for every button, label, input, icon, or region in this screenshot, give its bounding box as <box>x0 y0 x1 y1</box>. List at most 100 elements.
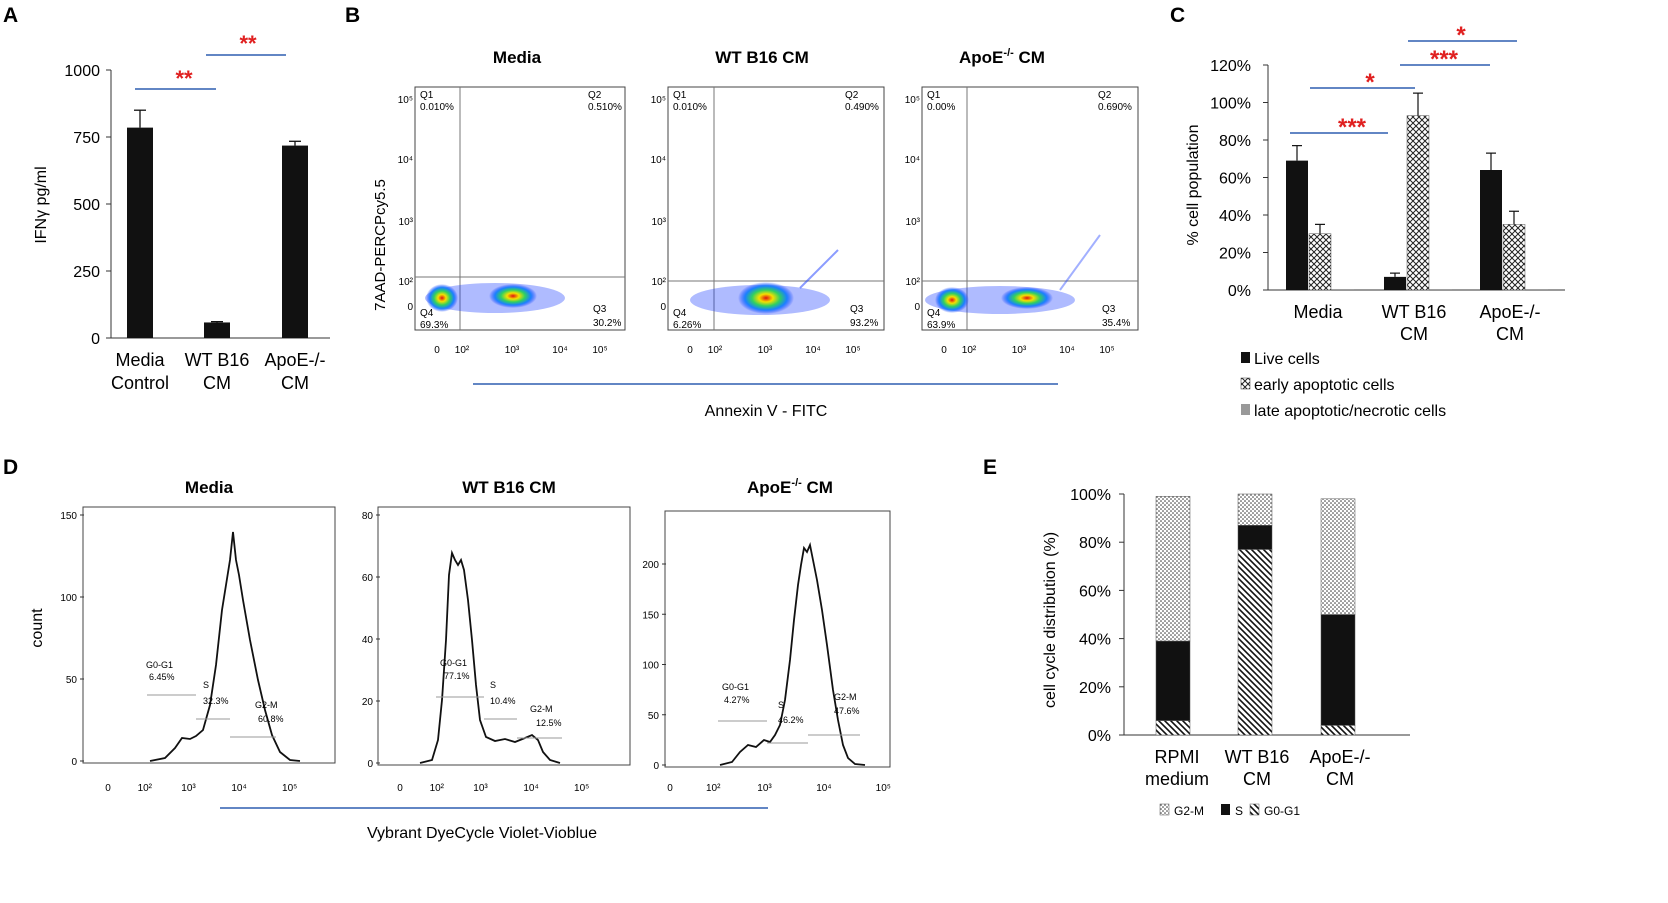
x-tick-label: 10⁵ <box>592 345 607 356</box>
bar-live <box>1480 170 1502 290</box>
legend-swatch-live <box>1241 352 1250 363</box>
q3-label: Q3 <box>850 304 864 315</box>
x-tick-label: 0 <box>687 345 693 356</box>
scatter-cloud <box>925 234 1101 314</box>
sig-stars: *** <box>1338 114 1367 141</box>
q2-label: Q2 <box>1098 90 1112 101</box>
s-label: S <box>778 700 784 710</box>
y-tick-label: 100 <box>60 593 77 604</box>
stack-s <box>1155 640 1191 721</box>
x-tick-label: 10³ <box>473 783 488 794</box>
q3-label: Q3 <box>593 304 607 315</box>
y-tick-label: 0 <box>407 302 413 313</box>
bar-late-apoptotic <box>1526 289 1548 290</box>
y-tick-label: 10² <box>652 277 667 288</box>
y-tick-label: 10² <box>906 277 921 288</box>
plot-frame <box>414 86 626 331</box>
panel-label-b: B <box>345 4 360 27</box>
x-tick-label: 10⁴ <box>552 345 567 356</box>
y-ticks: 200 150 100 50 0 <box>642 560 666 772</box>
q4-value: 6.26% <box>673 320 701 331</box>
stack-g0-g1 <box>1320 725 1356 736</box>
x-tick-label: 10⁵ <box>282 783 297 794</box>
y-tick-label: 10⁴ <box>398 155 413 166</box>
x-tick-label: 10⁴ <box>1059 345 1074 356</box>
sig-stars: ** <box>175 66 193 91</box>
bar-media-control <box>127 127 153 339</box>
panel-label-d: D <box>3 456 18 479</box>
y-tick-label: 10² <box>399 277 414 288</box>
x-tick-label: 10³ <box>758 345 773 356</box>
q1-value: 0.010% <box>420 102 454 113</box>
y-tick-label: 1000 <box>64 63 100 80</box>
significance-c: *** * *** * <box>1290 22 1517 141</box>
title-sup: -/- <box>791 477 802 489</box>
panel-e: E cell cycle distribution (%) 0% 20% 40% 60… <box>983 456 1410 818</box>
bar-early-apoptotic <box>1308 233 1332 291</box>
bars-e <box>1155 493 1356 736</box>
y-tick-label: 150 <box>642 610 659 621</box>
legend-label: Live cells <box>1254 351 1320 368</box>
q2-value: 0.510% <box>588 102 622 113</box>
category-label: Control <box>111 373 169 393</box>
q4-label: Q4 <box>420 308 434 319</box>
x-tick-label: 10⁵ <box>876 783 891 794</box>
y-tick-label: 0 <box>91 331 100 348</box>
y-tick-label: 10³ <box>906 217 921 228</box>
y-tick-label: 50 <box>66 675 78 686</box>
legend-label: early apoptotic cells <box>1254 377 1395 394</box>
x-category-labels-e: RPMI medium WT B16 CM ApoE-/- CM <box>1145 747 1371 789</box>
g0g1-label: G0-G1 <box>440 658 467 668</box>
y-tick-label: 750 <box>73 130 100 147</box>
x-tick-label: 10² <box>708 345 723 356</box>
category-label: medium <box>1145 769 1209 789</box>
plot-title: Media <box>493 48 542 67</box>
bars-a <box>127 109 308 339</box>
legend-swatch-s <box>1221 804 1230 815</box>
title-main: ApoE <box>747 478 791 497</box>
y-tick-label: 60 <box>362 573 374 584</box>
s-label: S <box>490 680 496 690</box>
y-tick-label: 0 <box>914 302 920 313</box>
x-ticks: 0 10² 10³ 10⁴ 10⁵ <box>397 783 589 794</box>
y-tick-label: 10³ <box>652 217 667 228</box>
y-tick-label: 0% <box>1088 728 1111 745</box>
q3-value: 35.4% <box>1102 318 1130 329</box>
g0g1-value: 77.1% <box>444 671 470 681</box>
y-tick-label: 80 <box>362 511 374 522</box>
category-label: CM <box>281 373 309 393</box>
y-ticks-c: 0% 20% 40% 60% 80% 100% 120% <box>1210 58 1268 300</box>
y-axis-label-c: % cell population <box>1185 125 1202 246</box>
y-tick-label: 40 <box>362 635 374 646</box>
q4-value: 63.9% <box>927 320 955 331</box>
g2m-value: 12.5% <box>536 718 562 728</box>
stack-g2-m <box>1237 493 1273 526</box>
x-axis-label-b: Annexin V - FITC <box>705 403 828 420</box>
q3-value: 93.2% <box>850 318 878 329</box>
sig-stars: * <box>1365 69 1375 96</box>
y-ticks: 10⁵ 10⁴ 10³ 10² 0 <box>398 95 414 313</box>
plot-frame <box>377 506 631 766</box>
flow-plot-media: Media Q1 0.010% Q2 0.510% Q3 30.2% Q4 69… <box>398 48 626 356</box>
y-tick-label: 10⁴ <box>905 155 920 166</box>
x-category-labels-c: Media WT B16 CM ApoE-/- CM <box>1293 302 1540 344</box>
bar-live <box>1384 276 1406 290</box>
s-value: 10.4% <box>490 696 516 706</box>
stack-g2-m <box>1155 496 1191 642</box>
q3-label: Q3 <box>1102 304 1116 315</box>
s-value: 32.3% <box>203 696 229 706</box>
gate-markers <box>436 696 562 739</box>
x-tick-label: 10³ <box>181 783 196 794</box>
x-tick-label: 0 <box>105 783 111 794</box>
bar-late-apoptotic <box>1332 289 1354 290</box>
gate-markers <box>147 694 276 738</box>
stack-g2-m <box>1320 498 1356 615</box>
y-tick-label: 0 <box>71 757 77 768</box>
stack-s <box>1237 525 1273 550</box>
x-axis-label-d: Vybrant DyeCycle Violet-Vioblue <box>367 825 597 842</box>
stack-g0-g1 <box>1237 549 1273 736</box>
q2-value: 0.690% <box>1098 102 1132 113</box>
y-tick-label: 0 <box>653 761 659 772</box>
plot-title: WT B16 CM <box>715 48 809 67</box>
